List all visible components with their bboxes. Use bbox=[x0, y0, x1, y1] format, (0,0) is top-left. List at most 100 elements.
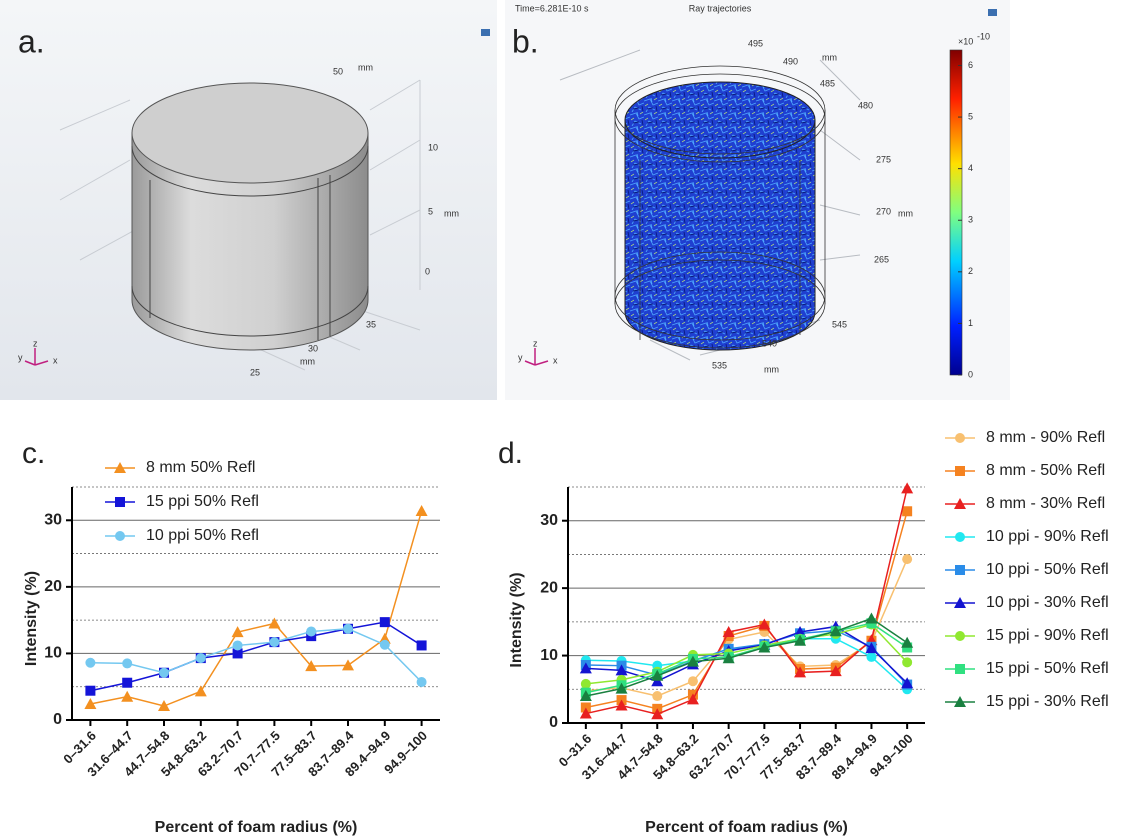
panel-label: a. bbox=[18, 23, 45, 59]
axis-label: 490 bbox=[783, 56, 798, 66]
colorbar-tick-label: 3 bbox=[968, 215, 973, 225]
axis-label: 35 bbox=[366, 319, 376, 329]
panel-label: c. bbox=[22, 437, 45, 470]
marker bbox=[901, 637, 913, 648]
ray-cylinder-top bbox=[625, 82, 815, 158]
axis-label: 275 bbox=[876, 154, 891, 164]
marker bbox=[416, 505, 428, 516]
colorbar-tick-label: 1 bbox=[968, 318, 973, 328]
marker bbox=[380, 617, 390, 627]
legend-label: 8 mm - 30% Refl bbox=[986, 495, 1105, 512]
y-tick-label: 0 bbox=[549, 714, 558, 731]
legend-marker bbox=[955, 631, 965, 641]
legend-label: 8 mm - 90% Refl bbox=[986, 429, 1105, 446]
legend-label: 10 ppi - 90% Refl bbox=[986, 528, 1109, 545]
axis-label: mm bbox=[358, 62, 373, 72]
marker bbox=[866, 652, 876, 662]
legend-label: 10 ppi - 30% Refl bbox=[986, 594, 1109, 611]
y-axis-title: Intensity (%) bbox=[508, 572, 525, 667]
marker bbox=[121, 691, 133, 702]
axis-label: mm bbox=[898, 208, 913, 218]
colorbar-exponent: -10 bbox=[977, 31, 990, 41]
marker bbox=[688, 676, 698, 686]
legend-label: 10 ppi 50% Refl bbox=[146, 527, 259, 544]
axis-label: 495 bbox=[748, 38, 763, 48]
y-tick-label: 30 bbox=[540, 512, 558, 529]
axis-label: 30 bbox=[308, 343, 318, 353]
legend-marker bbox=[955, 433, 965, 443]
icon bbox=[988, 9, 997, 16]
legend-label: 15 ppi 50% Refl bbox=[146, 493, 259, 510]
marker bbox=[159, 668, 169, 678]
panel-label: b. bbox=[512, 23, 539, 59]
axis-label: 480 bbox=[858, 100, 873, 110]
triad-label: z bbox=[533, 338, 538, 348]
colorbar-tick-label: 4 bbox=[968, 163, 973, 173]
legend-marker bbox=[955, 664, 965, 674]
axis-label: mm bbox=[822, 52, 837, 62]
icon bbox=[481, 29, 490, 36]
series-line bbox=[586, 488, 907, 714]
series-line bbox=[586, 618, 907, 696]
y-tick-label: 0 bbox=[53, 711, 62, 728]
triad-label: x bbox=[553, 355, 558, 365]
figure: a. 50 mm 10 5 mm 0 35 30 mm 25 y z x b. bbox=[0, 0, 1130, 838]
colorbar-unit: ×10 bbox=[958, 36, 973, 46]
x-axis-title: Percent of foam radius (%) bbox=[645, 819, 848, 836]
marker bbox=[865, 612, 877, 623]
legend-label: 15 ppi - 90% Refl bbox=[986, 627, 1109, 644]
series-line bbox=[586, 511, 907, 709]
series-line bbox=[90, 629, 421, 682]
marker bbox=[85, 686, 95, 696]
axis-label: mm bbox=[764, 364, 779, 374]
colorbar-tick-label: 5 bbox=[968, 111, 973, 121]
marker bbox=[196, 653, 206, 663]
panel-label: d. bbox=[498, 437, 523, 470]
legend-marker bbox=[115, 497, 125, 507]
series-line bbox=[90, 622, 421, 691]
axis-label: 265 bbox=[874, 254, 889, 264]
axis-label: mm bbox=[444, 208, 459, 218]
marker bbox=[122, 658, 132, 668]
marker bbox=[269, 637, 279, 647]
y-axis-title: Intensity (%) bbox=[23, 571, 40, 666]
y-tick-label: 30 bbox=[44, 512, 62, 529]
marker bbox=[417, 640, 427, 650]
legend-label: 15 ppi - 30% Refl bbox=[986, 693, 1109, 710]
axis-label: 485 bbox=[820, 78, 835, 88]
marker bbox=[85, 658, 95, 668]
colorbar-tick-label: 0 bbox=[968, 369, 973, 379]
axis-label: 10 bbox=[428, 142, 438, 152]
legend-label: 15 ppi - 50% Refl bbox=[986, 660, 1109, 677]
legend-marker bbox=[955, 466, 965, 476]
panel-b: b. Time=6.281E-10 s Ray trajectories 495… bbox=[505, 0, 1010, 400]
axis-label: 50 bbox=[333, 66, 343, 76]
axis-label: mm bbox=[300, 356, 315, 366]
y-tick-label: 20 bbox=[540, 579, 558, 596]
marker bbox=[306, 626, 316, 636]
render-title: Ray trajectories bbox=[689, 3, 752, 13]
series-line bbox=[586, 625, 907, 684]
axis-label: 25 bbox=[250, 367, 260, 377]
marker bbox=[902, 657, 912, 667]
axis-label: 270 bbox=[876, 206, 891, 216]
x-axis-title: Percent of foam radius (%) bbox=[155, 819, 358, 836]
panel-a: a. 50 mm 10 5 mm 0 35 30 mm 25 y z x bbox=[0, 0, 497, 400]
legend-label: 10 ppi - 50% Refl bbox=[986, 561, 1109, 578]
legend-marker bbox=[115, 531, 125, 541]
marker bbox=[902, 554, 912, 564]
legend-label: 8 mm - 50% Refl bbox=[986, 462, 1105, 479]
marker bbox=[901, 482, 913, 493]
cylinder-top bbox=[132, 83, 368, 183]
legend-marker bbox=[955, 565, 965, 575]
triad-label: y bbox=[18, 352, 23, 362]
marker bbox=[233, 640, 243, 650]
axis-label: 545 bbox=[832, 319, 847, 329]
marker bbox=[122, 678, 132, 688]
y-tick-label: 10 bbox=[540, 647, 558, 664]
marker bbox=[652, 691, 662, 701]
colorbar-tick-label: 6 bbox=[968, 60, 973, 70]
legend-marker bbox=[955, 532, 965, 542]
triad-label: z bbox=[33, 338, 38, 348]
marker bbox=[380, 640, 390, 650]
